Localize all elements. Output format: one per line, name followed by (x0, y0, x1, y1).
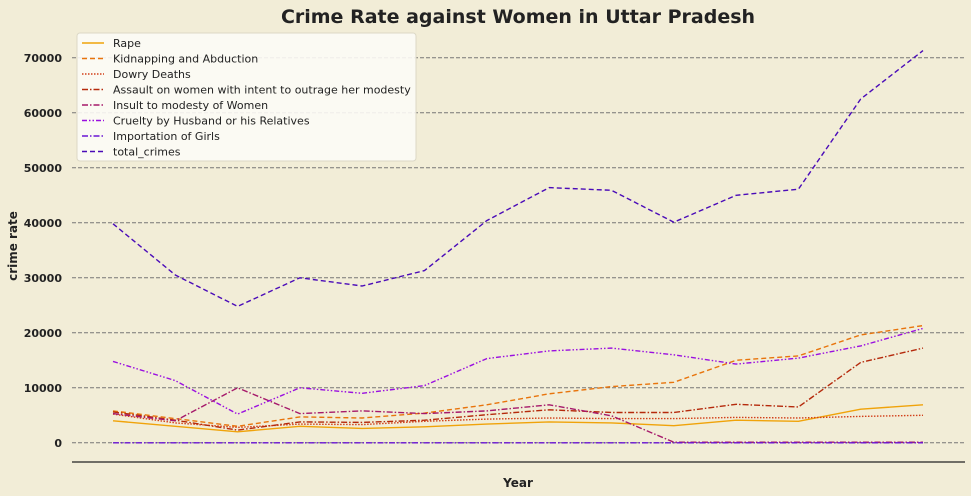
y-tick-label: 30000 (24, 272, 63, 285)
series-line-3 (112, 347, 924, 431)
legend-label: Importation of Girls (113, 130, 220, 143)
series-line-0 (112, 404, 924, 433)
legend-label: total_crimes (113, 146, 181, 159)
y-tick-label: 20000 (24, 327, 63, 340)
legend-label: Dowry Deaths (113, 68, 191, 81)
legend-label: Insult to modesty of Women (113, 99, 268, 112)
series-line-2 (112, 413, 924, 429)
legend-label: Cruelty by Husband or his Relatives (113, 115, 310, 128)
legend: Rape Kidnapping and Abduction Dowry Deaths… (76, 32, 417, 162)
y-axis-label: crime rate (6, 211, 20, 281)
series-line-4 (112, 387, 923, 443)
y-tick-labels: 0 10000 20000 30000 40000 50000 60000 70000 (24, 52, 63, 450)
y-tick-label: 0 (54, 437, 62, 450)
legend-box (76, 32, 417, 162)
legend-label: Rape (113, 37, 141, 50)
y-tick-label: 10000 (24, 382, 63, 395)
series-line-5 (112, 327, 924, 415)
x-axis-label: Year (502, 476, 533, 490)
grid-lines (72, 57, 965, 444)
y-tick-label: 40000 (24, 217, 63, 230)
series-line-7 (112, 50, 924, 308)
series-line-1 (112, 324, 924, 427)
y-tick-label: 60000 (24, 107, 63, 120)
chart-title: Crime Rate against Women in Uttar Prades… (281, 6, 755, 28)
legend-label: Assault on women with intent to outrage … (113, 84, 411, 97)
legend-label: Kidnapping and Abduction (113, 53, 258, 66)
y-tick-label: 70000 (24, 52, 63, 65)
y-tick-label: 50000 (24, 162, 63, 175)
series-lines (112, 50, 924, 444)
